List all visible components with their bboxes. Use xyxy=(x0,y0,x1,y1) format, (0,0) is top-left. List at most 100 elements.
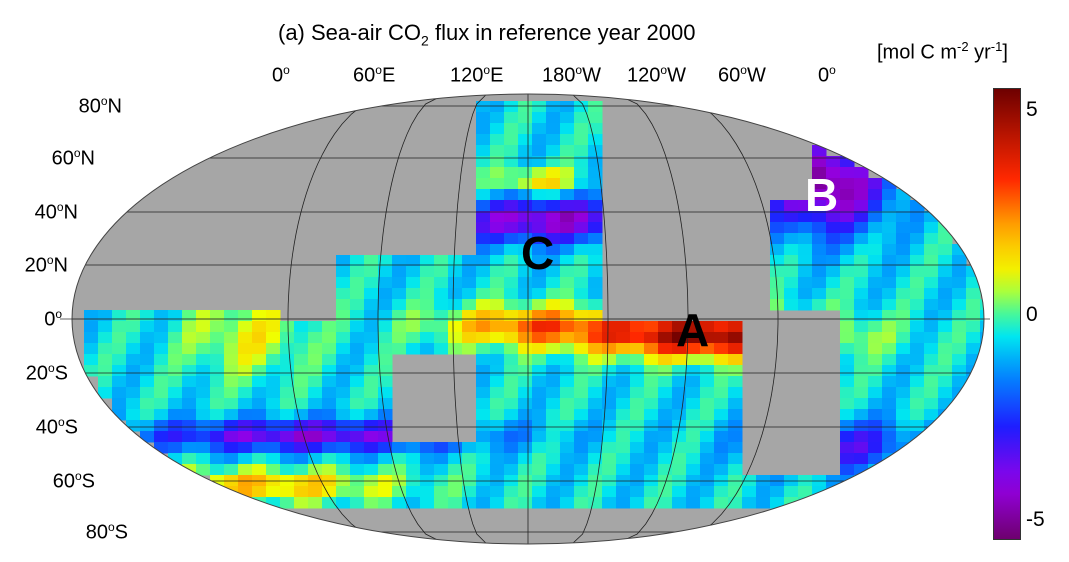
flux-cell xyxy=(336,288,351,300)
flux-cell xyxy=(546,266,561,278)
flux-cell xyxy=(476,145,491,157)
flux-cell xyxy=(882,365,897,377)
flux-cell xyxy=(420,310,435,322)
flux-cell xyxy=(602,343,617,355)
flux-cell xyxy=(280,486,295,498)
flux-cell xyxy=(644,343,659,355)
flux-cell xyxy=(574,486,589,498)
flux-cell xyxy=(952,321,967,333)
flux-cell xyxy=(798,266,813,278)
flux-cell xyxy=(840,310,855,322)
flux-cell xyxy=(350,266,365,278)
flux-cell xyxy=(112,332,127,344)
flux-cell xyxy=(336,310,351,322)
flux-cell xyxy=(882,211,897,223)
flux-cell xyxy=(196,442,211,454)
flux-cell xyxy=(854,464,869,476)
flux-cell xyxy=(728,332,743,344)
flux-cell xyxy=(532,442,547,454)
flux-cell xyxy=(336,420,351,432)
flux-cell xyxy=(490,145,505,157)
flux-cell xyxy=(588,464,603,476)
flux-cell xyxy=(756,497,771,509)
flux-cell xyxy=(574,387,589,399)
flux-cell xyxy=(574,420,589,432)
flux-cell xyxy=(728,398,743,410)
flux-cell xyxy=(378,354,393,366)
flux-cell xyxy=(910,211,925,223)
flux-cell xyxy=(434,442,449,454)
flux-cell xyxy=(644,365,659,377)
flux-cell xyxy=(378,299,393,311)
flux-cell xyxy=(882,288,897,300)
flux-cell xyxy=(938,332,953,344)
map-title: (a) Sea-air CO2 flux in reference year 2… xyxy=(278,20,696,49)
flux-cell xyxy=(910,321,925,333)
flux-cell xyxy=(910,222,925,234)
flux-cell xyxy=(588,266,603,278)
flux-cell xyxy=(770,497,785,509)
flux-cell xyxy=(504,442,519,454)
flux-cell xyxy=(518,420,533,432)
flux-cell xyxy=(154,376,169,388)
flux-cell xyxy=(364,288,379,300)
flux-cell xyxy=(546,486,561,498)
flux-cell xyxy=(742,486,757,498)
flux-cell xyxy=(728,464,743,476)
flux-cell xyxy=(490,178,505,190)
flux-cell xyxy=(560,145,575,157)
flux-cell xyxy=(434,497,449,509)
flux-cell xyxy=(364,277,379,289)
flux-cell xyxy=(658,497,673,509)
flux-cell xyxy=(588,200,603,212)
flux-cell xyxy=(490,497,505,509)
flux-cell xyxy=(574,376,589,388)
flux-cell xyxy=(938,310,953,322)
latitude-label: 0o xyxy=(44,307,62,331)
flux-cell xyxy=(504,189,519,201)
flux-cell xyxy=(350,255,365,267)
flux-cell xyxy=(770,200,785,212)
flux-cell xyxy=(364,497,379,509)
flux-cell xyxy=(924,365,939,377)
flux-cell xyxy=(154,387,169,399)
flux-cell xyxy=(910,420,925,432)
flux-cell xyxy=(322,343,337,355)
latitude-label: 40oN xyxy=(34,200,78,224)
flux-cell xyxy=(308,431,323,443)
flux-cell xyxy=(532,211,547,223)
flux-cell xyxy=(210,354,225,366)
flux-cell xyxy=(392,332,407,344)
flux-cell xyxy=(686,464,701,476)
flux-cell xyxy=(378,387,393,399)
flux-cell xyxy=(252,354,267,366)
flux-cell xyxy=(770,266,785,278)
flux-cell xyxy=(630,387,645,399)
flux-cell xyxy=(252,332,267,344)
flux-cell xyxy=(714,332,729,344)
flux-cell xyxy=(588,178,603,190)
flux-cell xyxy=(546,343,561,355)
flux-cell xyxy=(504,200,519,212)
flux-cell xyxy=(588,409,603,421)
flux-cell xyxy=(434,255,449,267)
flux-cell xyxy=(98,343,113,355)
flux-cell xyxy=(294,354,309,366)
flux-cell xyxy=(112,310,127,322)
flux-cell xyxy=(896,211,911,223)
flux-cell xyxy=(504,343,519,355)
flux-cell xyxy=(336,442,351,454)
flux-cell xyxy=(280,354,295,366)
flux-cell xyxy=(98,387,113,399)
flux-cells xyxy=(84,101,984,509)
flux-cell xyxy=(574,167,589,179)
flux-cell xyxy=(476,343,491,355)
flux-cell xyxy=(406,497,421,509)
flux-cell xyxy=(686,420,701,432)
flux-cell xyxy=(238,453,253,465)
flux-cell xyxy=(644,354,659,366)
flux-cell xyxy=(840,178,855,190)
flux-cell xyxy=(574,431,589,443)
flux-cell xyxy=(518,365,533,377)
